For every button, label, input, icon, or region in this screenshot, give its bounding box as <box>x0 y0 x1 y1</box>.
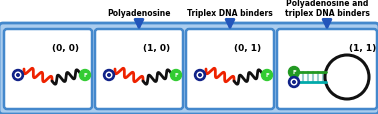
Text: Polyadenosine: Polyadenosine <box>107 9 171 18</box>
Circle shape <box>288 77 299 88</box>
Circle shape <box>170 70 181 81</box>
Text: (0, 0): (0, 0) <box>53 44 79 53</box>
Circle shape <box>291 79 297 85</box>
Text: F: F <box>83 73 87 78</box>
Circle shape <box>199 74 201 77</box>
Text: Polyadenosine and
triplex DNA binders: Polyadenosine and triplex DNA binders <box>285 0 369 18</box>
FancyBboxPatch shape <box>277 30 377 109</box>
Text: (0, 1): (0, 1) <box>234 44 262 53</box>
Circle shape <box>197 73 203 78</box>
Text: (1, 1): (1, 1) <box>349 44 376 53</box>
Circle shape <box>79 70 90 81</box>
FancyBboxPatch shape <box>0 24 378 114</box>
Circle shape <box>17 74 19 77</box>
Circle shape <box>106 73 112 78</box>
FancyBboxPatch shape <box>4 30 92 109</box>
Circle shape <box>108 74 110 77</box>
Circle shape <box>288 67 299 78</box>
Text: F: F <box>292 70 296 75</box>
FancyBboxPatch shape <box>95 30 183 109</box>
Circle shape <box>262 70 273 81</box>
Text: F: F <box>174 73 178 78</box>
Circle shape <box>293 81 295 84</box>
Text: (1, 0): (1, 0) <box>143 44 170 53</box>
Text: Triplex DNA binders: Triplex DNA binders <box>187 9 273 18</box>
Circle shape <box>15 73 21 78</box>
Circle shape <box>104 70 115 81</box>
FancyBboxPatch shape <box>186 30 274 109</box>
Circle shape <box>12 70 23 81</box>
Text: F: F <box>265 73 269 78</box>
Circle shape <box>195 70 206 81</box>
